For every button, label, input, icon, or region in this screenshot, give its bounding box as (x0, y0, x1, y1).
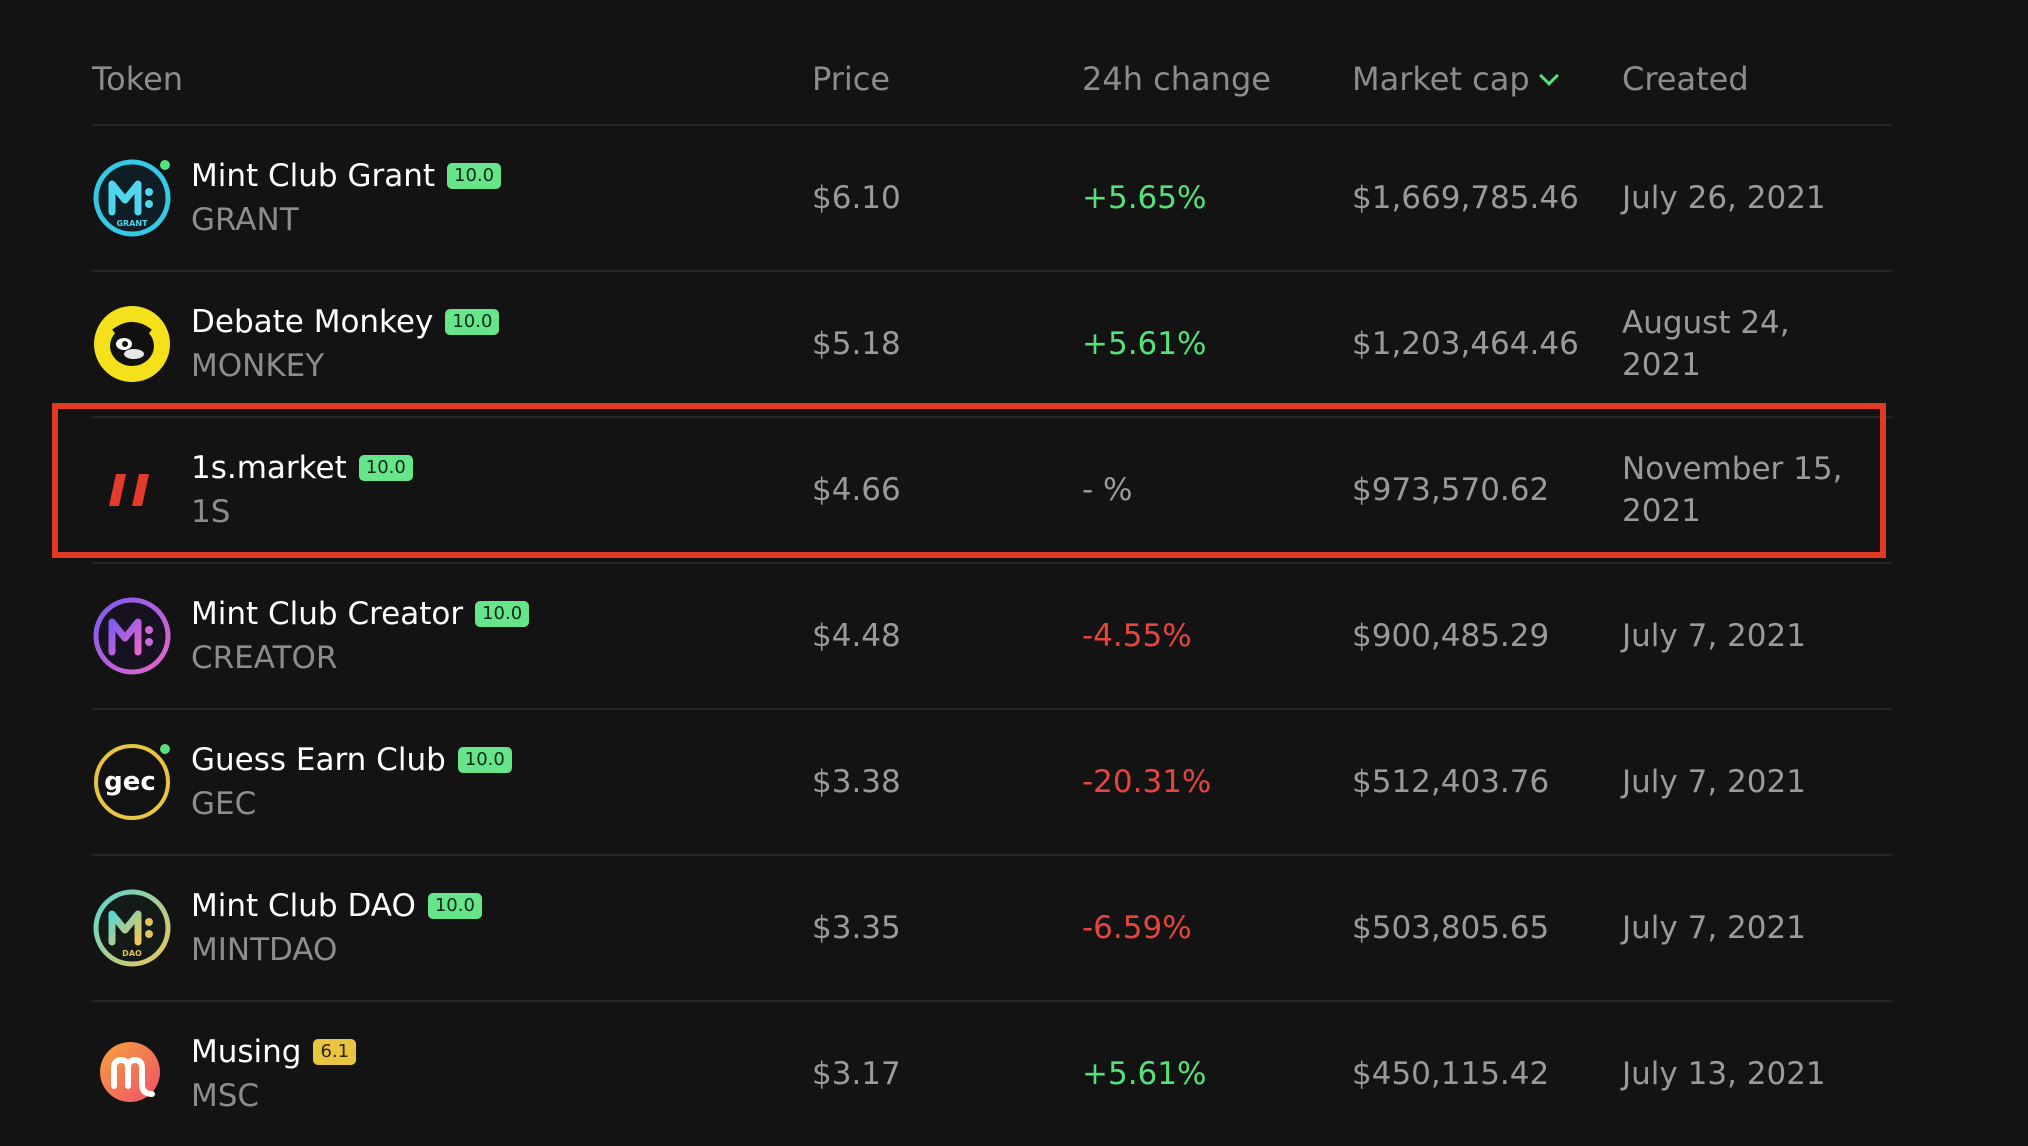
1s-market-logo-icon (92, 450, 172, 530)
token-cell: Guess Earn Club 10.0 GEC (191, 742, 512, 822)
market-cap-value: $1,203,464.46 (1352, 326, 1579, 362)
column-header-24h-change[interactable]: 24h change (1082, 60, 1271, 98)
token-symbol: MINTDAO (191, 932, 338, 968)
column-header-price[interactable]: Price (812, 60, 891, 98)
token-symbol: CREATOR (191, 640, 338, 676)
market-cap-value: $1,669,785.46 (1352, 180, 1579, 216)
column-header-market-cap[interactable]: Market cap (1352, 60, 1559, 98)
token-symbol: GEC (191, 786, 257, 822)
created-date: August 24, 2021 (1622, 305, 1790, 383)
price-value: $4.48 (812, 618, 901, 654)
token-name[interactable]: Guess Earn Club (191, 742, 446, 778)
token-name[interactable]: Mint Club Grant (191, 158, 436, 194)
token-name[interactable]: Debate Monkey (191, 304, 434, 340)
price-value: $4.66 (812, 472, 901, 508)
score-badge: 10.0 (445, 309, 500, 335)
price-value: $3.35 (812, 910, 901, 946)
created-date: November 15, 2021 (1622, 451, 1843, 529)
change-value: - % (1082, 472, 1133, 508)
svg-text:DAO: DAO (122, 949, 142, 958)
svg-text:GRANT: GRANT (116, 219, 148, 228)
score-badge: 10.0 (427, 893, 482, 919)
price-value: $5.18 (812, 326, 901, 362)
table-row[interactable]: Debate Monkey 10.0 MONKEY $5.18 +5.61% $… (92, 272, 1892, 418)
guess-earn-club-logo-icon: gec (92, 742, 172, 822)
price-value: $3.38 (812, 764, 901, 800)
table-row[interactable]: Musing 6.1 MSC $3.17 +5.61% $450,115.42 … (92, 1002, 1892, 1146)
market-cap-value: $450,115.42 (1352, 1056, 1550, 1092)
token-name[interactable]: 1s.market (191, 450, 347, 486)
change-value: +5.61% (1082, 326, 1207, 362)
mint-club-dao-logo-icon: DAO (92, 888, 172, 968)
score-badge: 10.0 (457, 747, 512, 773)
change-value: -6.59% (1082, 910, 1192, 946)
token-name[interactable]: Mint Club Creator (191, 596, 464, 632)
market-cap-value: $973,570.62 (1352, 472, 1550, 508)
market-cap-value: $512,403.76 (1352, 764, 1550, 800)
token-cell: 1s.market 10.0 1S (191, 450, 413, 530)
mint-club-creator-logo-icon (92, 596, 172, 676)
token-name[interactable]: Musing (191, 1034, 302, 1070)
token-table: Token Price 24h change Market cap Create… (92, 0, 1892, 1146)
created-date: July 7, 2021 (1622, 910, 1806, 946)
sort-chevron-down-icon (1538, 66, 1559, 86)
table-row[interactable]: GRANT Mint Club Grant 10.0 GRANT $6.10 +… (92, 126, 1892, 272)
token-name[interactable]: Mint Club DAO (191, 888, 416, 924)
token-symbol: 1S (191, 494, 231, 530)
table-row[interactable]: 1s.market 10.0 1S $4.66 - % $973,570.62 … (92, 418, 1892, 564)
token-symbol: GRANT (191, 202, 299, 238)
market-cap-label: Market cap (1352, 60, 1530, 98)
price-value: $6.10 (812, 180, 901, 216)
created-date: July 13, 2021 (1622, 1056, 1826, 1092)
token-cell: Mint Club DAO 10.0 MINTDAO (191, 888, 482, 968)
created-date: July 7, 2021 (1622, 764, 1806, 800)
market-cap-value: $900,485.29 (1352, 618, 1550, 654)
table-row[interactable]: DAO Mint Club DAO 10.0 MINTDAO $3.35 -6.… (92, 856, 1892, 1002)
debate-monkey-logo-icon (92, 304, 172, 384)
score-badge: 10.0 (475, 601, 530, 627)
change-value: +5.61% (1082, 1056, 1207, 1092)
score-badge: 10.0 (358, 455, 413, 481)
price-value: $3.17 (812, 1056, 901, 1092)
token-cell: Mint Club Grant 10.0 GRANT (191, 158, 502, 238)
score-badge: 6.1 (313, 1039, 357, 1065)
created-date: July 7, 2021 (1622, 618, 1806, 654)
change-value: -20.31% (1082, 764, 1212, 800)
mint-club-grant-logo-icon: GRANT (92, 158, 172, 238)
token-cell: Mint Club Creator 10.0 CREATOR (191, 596, 530, 676)
change-value: -4.55% (1082, 618, 1192, 654)
token-symbol: MONKEY (191, 348, 325, 384)
token-symbol: MSC (191, 1078, 260, 1114)
column-header-token[interactable]: Token (92, 60, 184, 98)
table-row[interactable]: gec Guess Earn Club 10.0 GEC $3.38 -20.3… (92, 710, 1892, 856)
table-row[interactable]: Mint Club Creator 10.0 CREATOR $4.48 -4.… (92, 564, 1892, 710)
table-header: Token Price 24h change Market cap Create… (92, 0, 1892, 126)
score-badge: 10.0 (447, 163, 502, 189)
token-cell: Musing 6.1 MSC (191, 1034, 357, 1114)
created-date: July 26, 2021 (1622, 180, 1826, 216)
musing-logo-icon (92, 1034, 172, 1114)
change-value: +5.65% (1082, 180, 1207, 216)
token-cell: Debate Monkey 10.0 MONKEY (191, 304, 500, 384)
market-cap-value: $503,805.65 (1352, 910, 1550, 946)
column-header-created[interactable]: Created (1622, 60, 1749, 98)
svg-text:gec: gec (104, 767, 156, 797)
